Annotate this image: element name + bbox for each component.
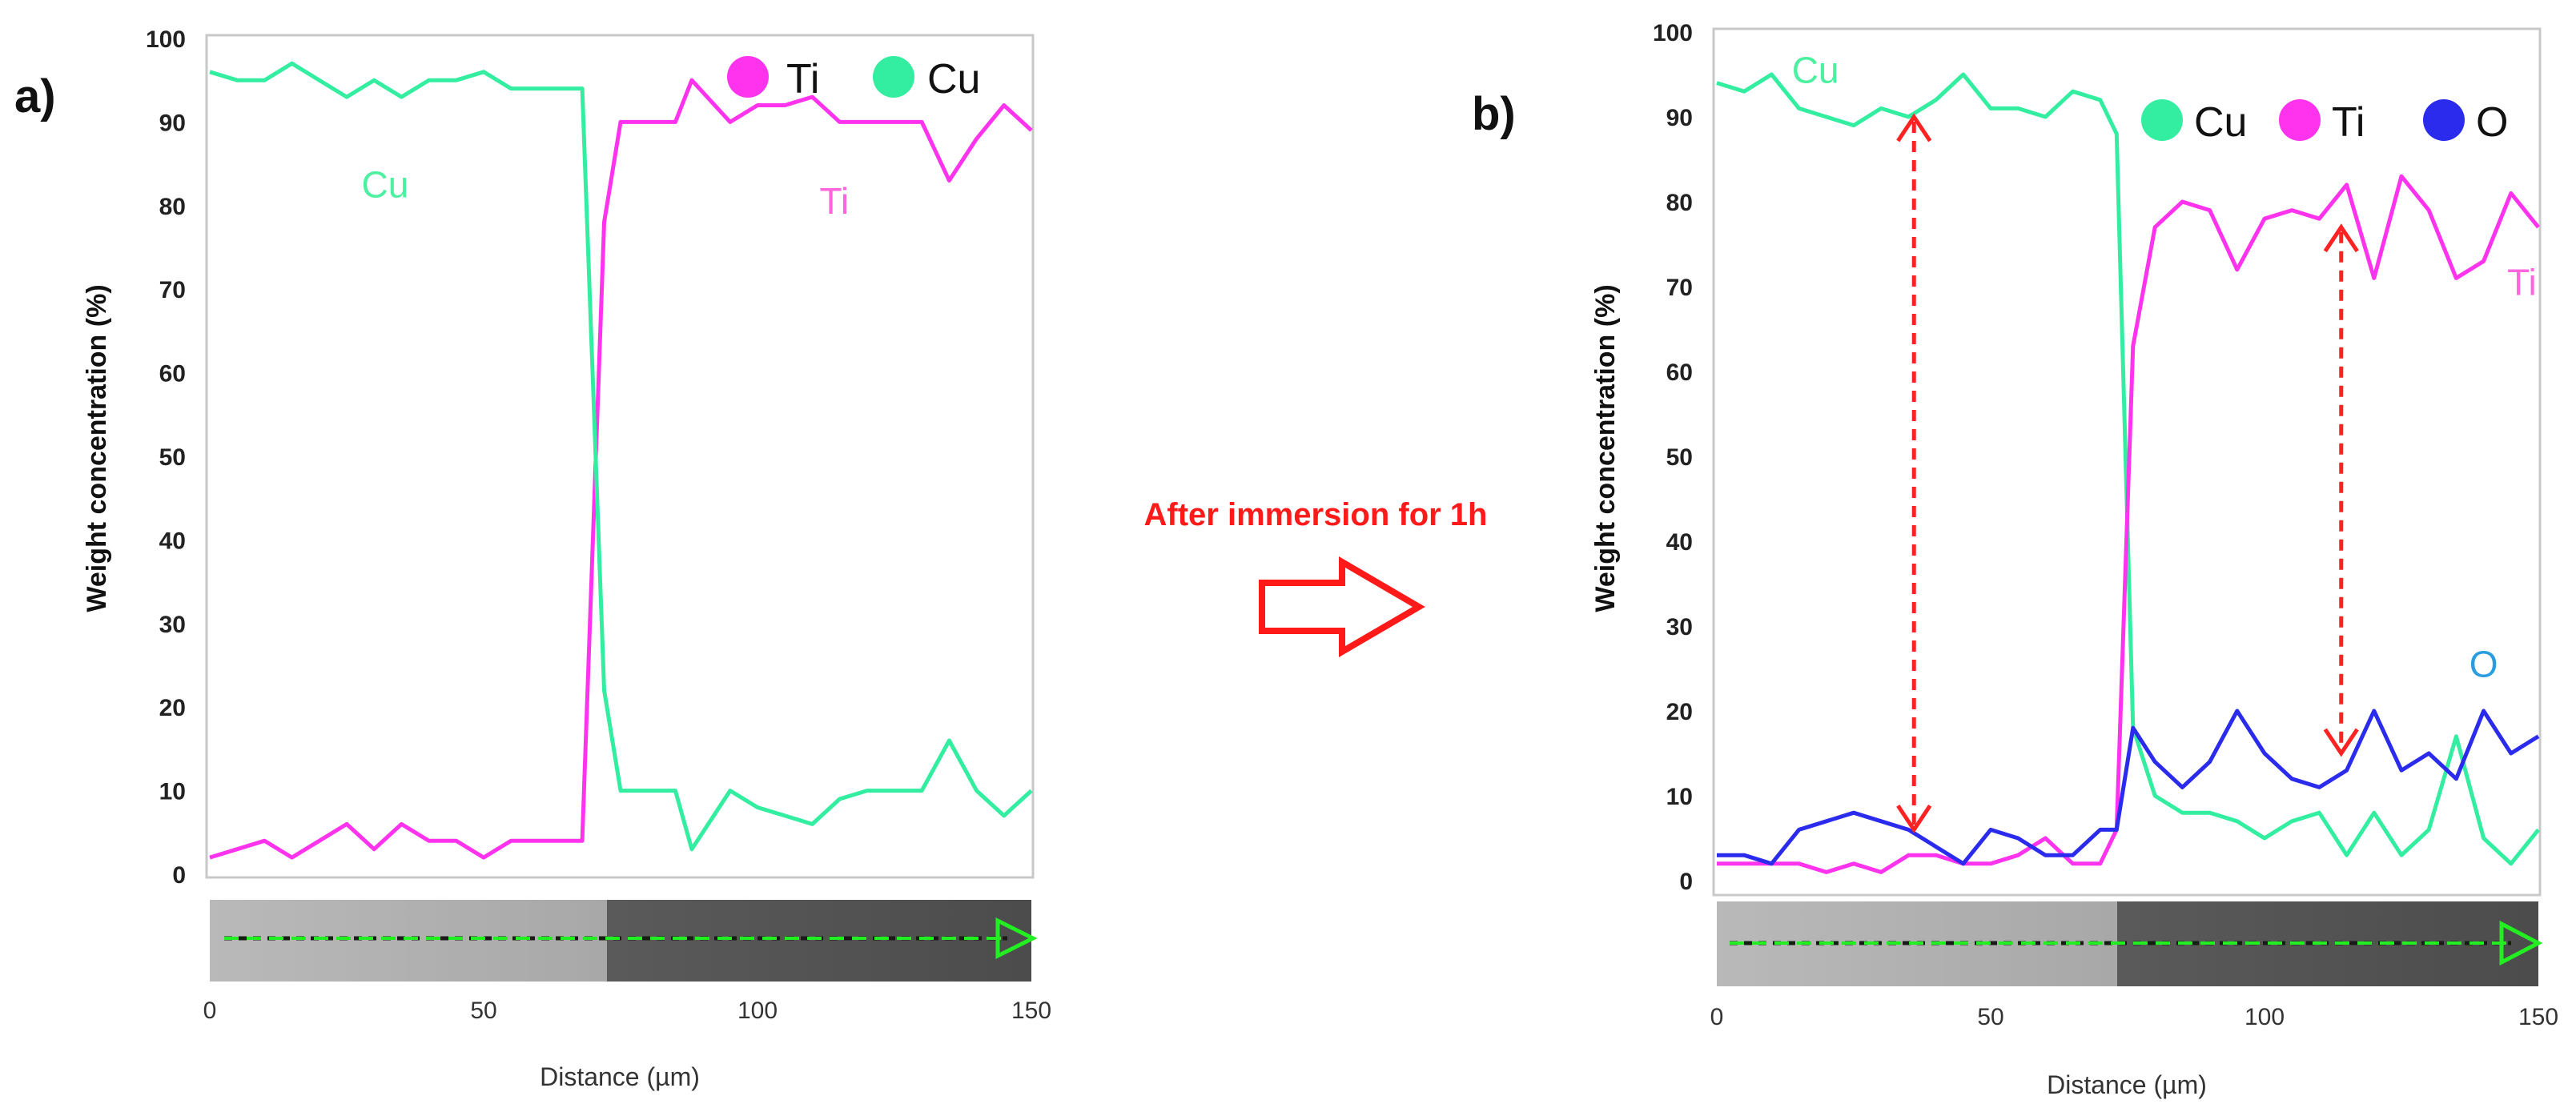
panel-label: a)	[14, 70, 56, 122]
x-tick-labels: 0 50 100 150	[1710, 1004, 2558, 1030]
chart-panel-a: a) 0 10 20 30 40 50 60 70 80 90 100 0 50…	[14, 26, 1051, 1091]
series-annotation-ti: Ti	[819, 180, 849, 222]
arrow-head	[1896, 805, 1932, 833]
y-axis-label: Weight concentration (%)	[1590, 284, 1621, 612]
x-tick-labels: 0 50 100 150	[203, 998, 1051, 1024]
y-axis-label: Weight concentration (%)	[82, 284, 112, 612]
y-tick-label: 90	[159, 110, 186, 136]
legend-label: Cu	[927, 56, 980, 102]
y-tick-label: 80	[159, 194, 186, 220]
y-tick-label: 0	[172, 862, 186, 889]
legend-marker-cu	[2141, 99, 2183, 141]
x-axis-label: Distance (µm)	[540, 1062, 700, 1091]
transition-label: After immersion for 1h	[1144, 497, 1488, 532]
y-tick-label: 50	[159, 444, 186, 471]
x-tick-label: 0	[1710, 1004, 1724, 1030]
series-line-o	[1717, 709, 2540, 866]
transition: After immersion for 1h	[1144, 497, 1488, 657]
y-tick-label: 30	[159, 612, 186, 638]
arrow-head	[2323, 728, 2359, 757]
legend-label: Ti	[2332, 99, 2365, 146]
y-tick-label: 10	[1666, 784, 1693, 810]
series-annotation-cu: Cu	[1792, 50, 1839, 91]
y-tick-labels: 0 10 20 30 40 50 60 70 80 90 100	[1653, 20, 1693, 895]
x-tick-label: 0	[203, 998, 217, 1024]
series-annotation-o: O	[2470, 644, 2498, 685]
y-tick-label: 60	[1666, 359, 1693, 386]
y-tick-label: 70	[1666, 275, 1693, 301]
panel-label: b)	[1472, 88, 1516, 140]
double-arrow-icon	[2323, 223, 2359, 757]
y-tick-label: 20	[159, 695, 186, 721]
legend-label: O	[2476, 99, 2508, 146]
y-tick-label: 10	[159, 779, 186, 805]
scan-arrow-icon	[995, 917, 1038, 960]
micrograph-strip	[210, 900, 1038, 982]
legend-marker-ti	[727, 56, 769, 98]
legend-label: Cu	[2194, 99, 2247, 146]
x-tick-label: 150	[2518, 1004, 2558, 1030]
series-line-cu	[209, 61, 1033, 852]
x-tick-label: 100	[2244, 1004, 2285, 1030]
y-tick-label: 20	[1666, 699, 1693, 725]
y-tick-label: 70	[159, 277, 186, 303]
y-tick-label: 0	[1679, 869, 1693, 895]
y-tick-label: 90	[1666, 105, 1693, 131]
series-annotation-cu: Cu	[361, 163, 408, 205]
arrow-head	[2323, 223, 2359, 253]
x-tick-label: 50	[470, 998, 496, 1024]
y-tick-label: 100	[146, 26, 186, 53]
legend-marker-o	[2423, 99, 2465, 141]
y-tick-label: 40	[159, 528, 186, 554]
plot-area	[1716, 72, 2540, 874]
x-tick-label: 150	[1011, 998, 1051, 1024]
right-arrow-icon	[1259, 556, 1425, 657]
y-tick-label: 50	[1666, 444, 1693, 471]
y-tick-label: 100	[1653, 20, 1693, 46]
y-tick-label: 80	[1666, 190, 1693, 216]
cu-region	[210, 900, 607, 982]
series-line-ti	[209, 78, 1033, 860]
arrow-head	[1896, 113, 1932, 143]
legend-label: Ti	[786, 56, 819, 102]
ti-region	[607, 900, 1031, 982]
y-tick-labels: 0 10 20 30 40 50 60 70 80 90 100	[146, 26, 186, 889]
series-line-cu	[1716, 72, 2540, 866]
plot-area	[209, 61, 1033, 860]
legend: Ti Cu	[727, 56, 980, 102]
y-tick-label: 30	[1666, 614, 1693, 640]
plot-frame	[205, 34, 1035, 879]
y-tick-label: 40	[1666, 529, 1693, 556]
legend-marker-cu	[873, 56, 914, 98]
double-arrow-icon	[1896, 113, 1932, 833]
series-line-ti	[1717, 174, 2540, 874]
x-tick-label: 100	[737, 998, 778, 1024]
y-tick-label: 60	[159, 361, 186, 387]
series-annotation-ti: Ti	[2507, 262, 2537, 303]
scan-arrow-icon	[2499, 920, 2543, 966]
legend-marker-ti	[2279, 99, 2321, 141]
x-axis-label: Distance (µm)	[2047, 1070, 2207, 1099]
legend: Cu Ti O	[2141, 99, 2508, 146]
chart-panel-b: b) 0 10 20 30 40 50 60 70 80 90 100 0 50…	[1472, 20, 2558, 1099]
micrograph-strip	[1717, 901, 2543, 986]
x-tick-label: 50	[1977, 1004, 2003, 1030]
